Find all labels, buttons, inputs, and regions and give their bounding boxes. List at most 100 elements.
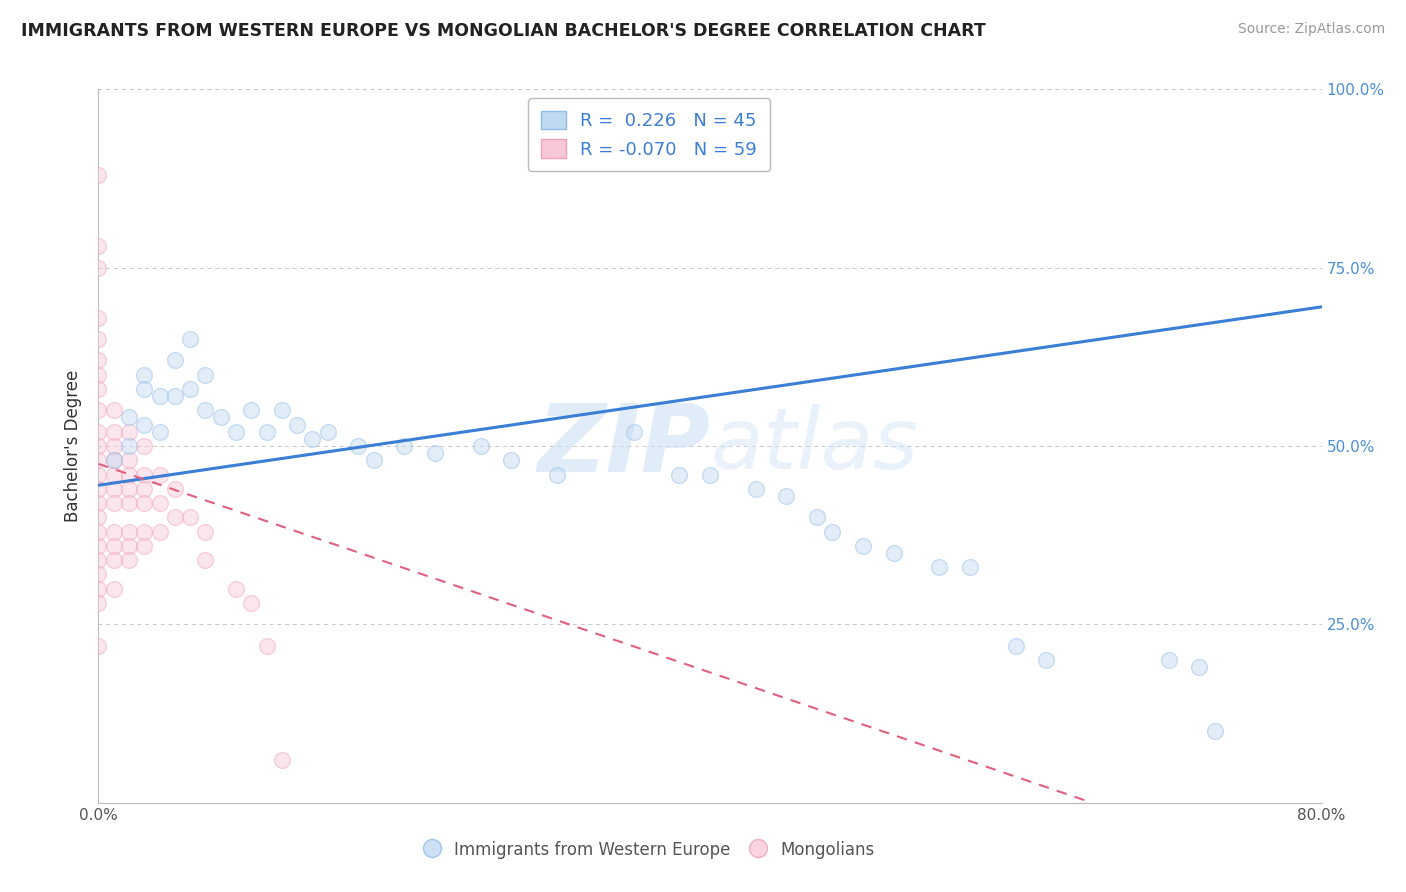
Point	[149, 425, 172, 439]
Point	[103, 524, 125, 539]
Point	[270, 403, 292, 417]
Point	[163, 353, 186, 368]
Point	[285, 417, 308, 432]
Point	[87, 582, 110, 596]
Point	[134, 539, 156, 553]
Point	[194, 553, 217, 567]
Point	[149, 467, 172, 482]
Point	[134, 382, 156, 396]
Text: IMMIGRANTS FROM WESTERN EUROPE VS MONGOLIAN BACHELOR'S DEGREE CORRELATION CHART: IMMIGRANTS FROM WESTERN EUROPE VS MONGOL…	[21, 22, 986, 40]
Point	[134, 496, 156, 510]
Point	[209, 410, 232, 425]
Point	[87, 310, 110, 325]
Point	[194, 368, 217, 382]
Point	[134, 467, 156, 482]
Point	[821, 524, 844, 539]
Point	[699, 467, 721, 482]
Point	[87, 510, 110, 524]
Point	[745, 482, 768, 496]
Point	[225, 425, 247, 439]
Point	[87, 425, 110, 439]
Point	[87, 467, 110, 482]
Point	[1157, 653, 1180, 667]
Point	[103, 582, 125, 596]
Point	[959, 560, 981, 574]
Text: ZIP: ZIP	[537, 400, 710, 492]
Point	[87, 403, 110, 417]
Point	[118, 467, 141, 482]
Point	[118, 425, 141, 439]
Point	[470, 439, 492, 453]
Point	[87, 439, 110, 453]
Point	[134, 524, 156, 539]
Point	[87, 496, 110, 510]
Point	[87, 596, 110, 610]
Point	[118, 482, 141, 496]
Point	[87, 368, 110, 382]
Point	[87, 482, 110, 496]
Y-axis label: Bachelor's Degree: Bachelor's Degree	[65, 370, 83, 522]
Point	[316, 425, 339, 439]
Point	[883, 546, 905, 560]
Point	[775, 489, 797, 503]
Point	[163, 510, 186, 524]
Point	[240, 403, 263, 417]
Text: atlas: atlas	[710, 404, 918, 488]
Point	[347, 439, 370, 453]
Point	[87, 539, 110, 553]
Point	[1035, 653, 1057, 667]
Point	[423, 446, 446, 460]
Point	[87, 453, 110, 467]
Point	[87, 553, 110, 567]
Point	[546, 467, 568, 482]
Point	[103, 539, 125, 553]
Point	[87, 239, 110, 253]
Point	[87, 524, 110, 539]
Point	[118, 539, 141, 553]
Point	[623, 425, 645, 439]
Point	[149, 389, 172, 403]
Point	[1204, 724, 1226, 739]
Point	[301, 432, 323, 446]
Point	[118, 453, 141, 467]
Point	[163, 482, 186, 496]
Point	[103, 403, 125, 417]
Point	[103, 439, 125, 453]
Point	[87, 639, 110, 653]
Point	[256, 639, 278, 653]
Point	[149, 524, 172, 539]
Point	[668, 467, 690, 482]
Point	[118, 439, 141, 453]
Point	[118, 524, 141, 539]
Point	[806, 510, 828, 524]
Legend: Immigrants from Western Europe, Mongolians: Immigrants from Western Europe, Mongolia…	[418, 834, 880, 866]
Point	[1004, 639, 1026, 653]
Point	[134, 417, 156, 432]
Point	[179, 510, 201, 524]
Point	[163, 389, 186, 403]
Point	[194, 524, 217, 539]
Point	[103, 467, 125, 482]
Point	[363, 453, 385, 467]
Point	[225, 582, 247, 596]
Point	[87, 260, 110, 275]
Point	[87, 168, 110, 182]
Point	[501, 453, 523, 467]
Point	[87, 353, 110, 368]
Point	[194, 403, 217, 417]
Text: Source: ZipAtlas.com: Source: ZipAtlas.com	[1237, 22, 1385, 37]
Point	[240, 596, 263, 610]
Point	[1188, 660, 1211, 674]
Point	[118, 496, 141, 510]
Point	[103, 453, 125, 467]
Point	[134, 439, 156, 453]
Point	[270, 753, 292, 767]
Point	[103, 553, 125, 567]
Point	[179, 382, 201, 396]
Point	[149, 496, 172, 510]
Point	[118, 553, 141, 567]
Point	[87, 332, 110, 346]
Point	[134, 368, 156, 382]
Point	[87, 567, 110, 582]
Point	[852, 539, 875, 553]
